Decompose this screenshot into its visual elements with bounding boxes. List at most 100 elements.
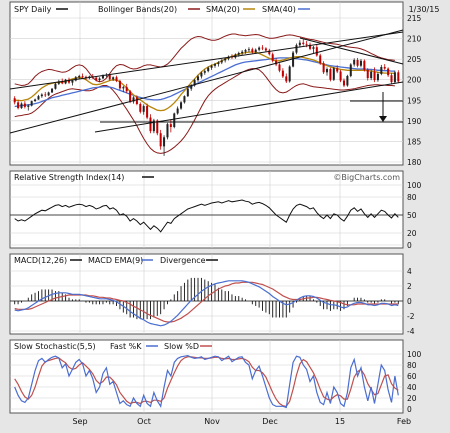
sma20-line xyxy=(14,51,395,112)
candle-body xyxy=(122,87,125,89)
candle-body xyxy=(254,49,257,53)
candle-body xyxy=(37,96,40,100)
candle-body xyxy=(200,72,203,77)
candle-body xyxy=(112,77,115,80)
candle-body xyxy=(149,117,152,132)
candle-body xyxy=(166,124,169,138)
candle-body xyxy=(44,94,47,96)
candle-body xyxy=(373,71,376,81)
candle-body xyxy=(125,87,128,92)
price-ytick-7: 215 xyxy=(407,14,422,23)
candle-body xyxy=(142,106,145,112)
candle-body xyxy=(61,81,64,84)
price-ytick-3: 195 xyxy=(407,96,422,105)
candle-body xyxy=(13,98,16,103)
candle-body xyxy=(118,80,121,89)
candle-body xyxy=(71,80,74,83)
candle-body xyxy=(336,68,339,72)
candle-body xyxy=(57,81,60,84)
candle-body xyxy=(315,47,318,56)
price-ytick-0: 180 xyxy=(407,158,422,167)
candle-body xyxy=(325,69,329,73)
candle-body xyxy=(183,96,186,103)
candle-body xyxy=(383,66,386,69)
candle-body xyxy=(332,68,335,80)
candle-body xyxy=(40,94,43,97)
macd-ytick-1: -2 xyxy=(407,312,415,321)
rsi-series xyxy=(10,199,403,233)
candle-body xyxy=(366,69,369,79)
candle-body xyxy=(346,76,349,86)
rsi-ytick-2: 50 xyxy=(407,211,417,220)
candle-body xyxy=(295,45,298,53)
legend-macd-ema: MACD EMA(9) xyxy=(88,256,143,265)
candle-body xyxy=(312,47,315,49)
x-label-0: Sep xyxy=(72,417,87,426)
candle-body xyxy=(176,108,179,114)
candle-body xyxy=(186,88,189,97)
macd-ytick-0: -4 xyxy=(407,327,415,336)
x-label-5: Feb xyxy=(397,417,411,426)
candle-body xyxy=(152,120,155,132)
candle-body xyxy=(81,76,84,77)
legend-slow-d: Slow %D xyxy=(164,342,199,351)
candle-body xyxy=(84,76,88,79)
candle-body xyxy=(213,64,217,66)
macd-legend: MACD(12,26) MACD EMA(9) Divergence xyxy=(14,256,218,265)
price-ytick-4: 200 xyxy=(407,76,422,85)
stoch-ytick-0: 0 xyxy=(407,405,412,414)
price-legend: SPY Daily Bollinger Bands(20) SMA(20) SM… xyxy=(14,5,310,14)
candle-body xyxy=(115,77,118,81)
candle-body xyxy=(380,66,383,74)
rsi-panel-frame xyxy=(9,170,404,249)
candle-body xyxy=(264,48,267,51)
trendline-lower xyxy=(94,81,404,133)
legend-sma20: SMA(20) xyxy=(206,5,240,14)
candle-body xyxy=(203,71,206,73)
stoch-ytick-5: 100 xyxy=(407,350,422,359)
candle-body xyxy=(237,52,240,55)
legend-stoch: Slow Stochastic(5,5) xyxy=(14,342,96,351)
candle-body xyxy=(376,73,379,81)
candle-body xyxy=(17,102,20,109)
candle-body xyxy=(224,58,227,61)
legend-fast-k: Fast %K xyxy=(110,342,142,351)
candle-body xyxy=(139,103,142,112)
candle-body xyxy=(363,60,366,70)
stoch-ytick-3: 60 xyxy=(407,372,417,381)
price-ytick-1: 185 xyxy=(407,137,422,146)
candle-body xyxy=(159,133,162,147)
x-label-2: Nov xyxy=(204,417,220,426)
candle-body xyxy=(342,80,346,86)
candle-body xyxy=(275,60,278,65)
candle-body xyxy=(27,105,30,107)
sma40-line xyxy=(14,57,395,108)
price-series xyxy=(13,33,400,156)
candle-body xyxy=(305,43,308,45)
trendline-descending xyxy=(299,37,404,65)
candle-body xyxy=(74,77,77,81)
candle-body xyxy=(64,79,67,84)
price-annotations xyxy=(9,29,404,134)
candle-body xyxy=(247,49,250,51)
legend-macd: MACD(12,26) xyxy=(14,256,67,265)
macd-series xyxy=(10,277,403,327)
x-label-1: Oct xyxy=(137,417,151,426)
candle-body xyxy=(207,67,210,72)
candle-body xyxy=(217,62,220,65)
price-ytick-5: 205 xyxy=(407,55,422,64)
candle-body xyxy=(397,72,400,82)
rsi-ytick-4: 100 xyxy=(407,181,422,190)
candle-body xyxy=(54,83,57,89)
candle-body xyxy=(156,120,159,134)
candle-body xyxy=(281,70,284,77)
target-arrow-head xyxy=(379,116,387,122)
candle-body xyxy=(244,50,247,52)
legend-sma40: SMA(40) xyxy=(262,5,296,14)
candle-body xyxy=(67,79,71,83)
candle-body xyxy=(251,49,254,53)
rsi-ytick-0: 0 xyxy=(407,241,412,250)
candle-body xyxy=(359,60,362,66)
stoch-grid: 0 20 40 60 80 100 xyxy=(10,350,422,414)
